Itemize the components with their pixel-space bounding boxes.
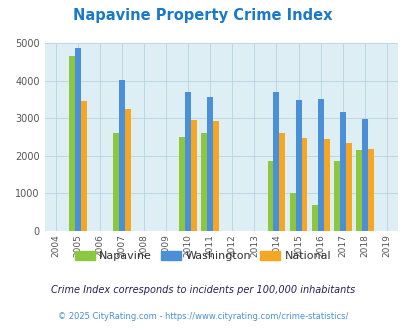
- Bar: [75, 48, 81, 231]
- Bar: [289, 193, 295, 231]
- Bar: [125, 109, 130, 231]
- Bar: [361, 119, 367, 231]
- Bar: [339, 113, 345, 231]
- Bar: [207, 96, 213, 231]
- Bar: [69, 56, 75, 231]
- Bar: [201, 133, 207, 231]
- Text: Crime Index corresponds to incidents per 100,000 inhabitants: Crime Index corresponds to incidents per…: [51, 285, 354, 295]
- Bar: [119, 80, 125, 231]
- Bar: [317, 99, 323, 231]
- Bar: [279, 133, 285, 231]
- Bar: [367, 149, 373, 231]
- Bar: [191, 120, 196, 231]
- Bar: [301, 138, 307, 231]
- Bar: [345, 143, 351, 231]
- Bar: [213, 121, 219, 231]
- Bar: [81, 101, 87, 231]
- Bar: [185, 92, 191, 231]
- Text: Napavine Property Crime Index: Napavine Property Crime Index: [73, 8, 332, 23]
- Text: © 2025 CityRating.com - https://www.cityrating.com/crime-statistics/: © 2025 CityRating.com - https://www.city…: [58, 312, 347, 321]
- Bar: [333, 161, 339, 231]
- Bar: [295, 100, 301, 231]
- Bar: [179, 137, 185, 231]
- Bar: [311, 205, 317, 231]
- Bar: [113, 133, 119, 231]
- Bar: [355, 150, 361, 231]
- Bar: [273, 92, 279, 231]
- Bar: [267, 161, 273, 231]
- Bar: [323, 139, 329, 231]
- Legend: Napavine, Washington, National: Napavine, Washington, National: [70, 247, 335, 266]
